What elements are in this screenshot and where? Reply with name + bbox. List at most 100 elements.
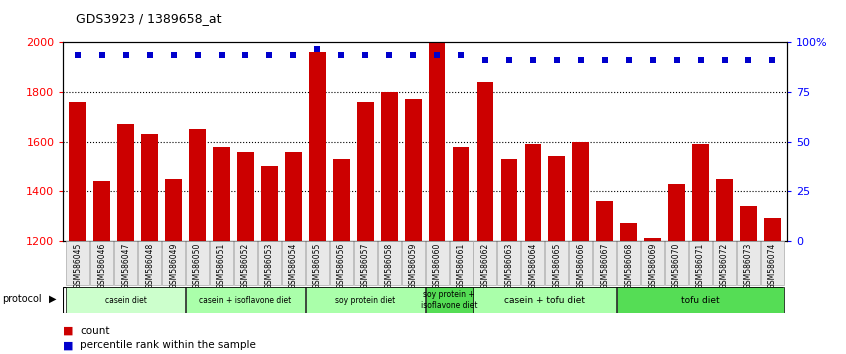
- Point: [622, 57, 635, 63]
- Text: GSM586065: GSM586065: [552, 243, 562, 289]
- Text: GSM586060: GSM586060: [432, 243, 442, 289]
- FancyBboxPatch shape: [354, 241, 376, 285]
- Point: [95, 52, 108, 58]
- Text: GSM586066: GSM586066: [576, 243, 585, 289]
- Point: [287, 52, 300, 58]
- Bar: [764, 218, 781, 241]
- FancyBboxPatch shape: [474, 287, 616, 313]
- Text: percentile rank within the sample: percentile rank within the sample: [80, 340, 256, 350]
- Text: GSM586049: GSM586049: [169, 243, 179, 289]
- Bar: [237, 152, 254, 241]
- Point: [645, 57, 659, 63]
- Point: [334, 52, 348, 58]
- Point: [431, 52, 444, 58]
- FancyBboxPatch shape: [761, 241, 784, 285]
- FancyBboxPatch shape: [330, 241, 353, 285]
- FancyBboxPatch shape: [737, 241, 760, 285]
- Text: ■: ■: [63, 340, 74, 350]
- FancyBboxPatch shape: [546, 241, 569, 285]
- FancyBboxPatch shape: [569, 241, 592, 285]
- Text: GSM586073: GSM586073: [744, 243, 753, 289]
- Text: GSM586072: GSM586072: [720, 243, 729, 289]
- Text: GSM586062: GSM586062: [481, 243, 490, 289]
- Text: GSM586064: GSM586064: [529, 243, 537, 289]
- Bar: [645, 238, 661, 241]
- Point: [598, 57, 612, 63]
- Text: GSM586058: GSM586058: [385, 243, 393, 289]
- Text: GSM586069: GSM586069: [648, 243, 657, 289]
- Point: [766, 57, 779, 63]
- Bar: [692, 144, 709, 241]
- Point: [239, 52, 252, 58]
- Bar: [716, 179, 733, 241]
- FancyBboxPatch shape: [593, 241, 616, 285]
- FancyBboxPatch shape: [377, 241, 401, 285]
- Text: GSM586052: GSM586052: [241, 243, 250, 289]
- Bar: [190, 129, 206, 241]
- Text: count: count: [80, 326, 110, 336]
- Bar: [476, 82, 493, 241]
- Bar: [213, 147, 230, 241]
- Text: GSM586054: GSM586054: [288, 243, 298, 289]
- FancyBboxPatch shape: [306, 241, 329, 285]
- Bar: [620, 223, 637, 241]
- Text: GSM586070: GSM586070: [672, 243, 681, 289]
- FancyBboxPatch shape: [521, 241, 544, 285]
- FancyBboxPatch shape: [449, 241, 473, 285]
- Bar: [357, 102, 374, 241]
- Bar: [118, 124, 135, 241]
- FancyBboxPatch shape: [162, 241, 185, 285]
- Bar: [69, 102, 86, 241]
- Text: GSM586059: GSM586059: [409, 243, 418, 289]
- Bar: [333, 159, 349, 241]
- Text: GSM586045: GSM586045: [74, 243, 82, 289]
- Text: GDS3923 / 1389658_at: GDS3923 / 1389658_at: [76, 12, 222, 25]
- Point: [382, 52, 396, 58]
- FancyBboxPatch shape: [641, 241, 664, 285]
- FancyBboxPatch shape: [497, 241, 520, 285]
- Bar: [285, 152, 302, 241]
- Bar: [93, 181, 110, 241]
- Bar: [525, 144, 541, 241]
- FancyBboxPatch shape: [306, 287, 425, 313]
- Text: GSM586067: GSM586067: [601, 243, 609, 289]
- Text: GSM586061: GSM586061: [457, 243, 465, 289]
- Point: [167, 52, 180, 58]
- Text: casein + isoflavone diet: casein + isoflavone diet: [200, 296, 292, 304]
- Text: GSM586047: GSM586047: [121, 243, 130, 289]
- Bar: [141, 134, 158, 241]
- Point: [119, 52, 133, 58]
- FancyBboxPatch shape: [210, 241, 233, 285]
- Text: GSM586056: GSM586056: [337, 243, 346, 289]
- Text: GSM586074: GSM586074: [768, 243, 777, 289]
- Text: tofu diet: tofu diet: [681, 296, 720, 304]
- Bar: [429, 42, 446, 241]
- Point: [262, 52, 276, 58]
- Point: [717, 57, 731, 63]
- FancyBboxPatch shape: [618, 287, 784, 313]
- FancyBboxPatch shape: [426, 241, 448, 285]
- FancyBboxPatch shape: [114, 241, 137, 285]
- Bar: [596, 201, 613, 241]
- Text: ▶: ▶: [49, 294, 57, 304]
- FancyBboxPatch shape: [618, 241, 640, 285]
- FancyBboxPatch shape: [186, 287, 305, 313]
- Point: [503, 57, 516, 63]
- Point: [215, 52, 228, 58]
- FancyBboxPatch shape: [66, 287, 185, 313]
- Point: [359, 52, 372, 58]
- Text: GSM586068: GSM586068: [624, 243, 633, 289]
- Point: [406, 52, 420, 58]
- Point: [526, 57, 540, 63]
- Bar: [740, 206, 757, 241]
- FancyBboxPatch shape: [713, 241, 736, 285]
- FancyBboxPatch shape: [66, 241, 90, 285]
- Point: [454, 52, 468, 58]
- FancyBboxPatch shape: [138, 241, 162, 285]
- Text: GSM586053: GSM586053: [265, 243, 274, 289]
- Point: [310, 46, 324, 51]
- FancyBboxPatch shape: [689, 241, 712, 285]
- Bar: [453, 147, 470, 241]
- Text: casein + tofu diet: casein + tofu diet: [504, 296, 585, 304]
- FancyBboxPatch shape: [474, 241, 497, 285]
